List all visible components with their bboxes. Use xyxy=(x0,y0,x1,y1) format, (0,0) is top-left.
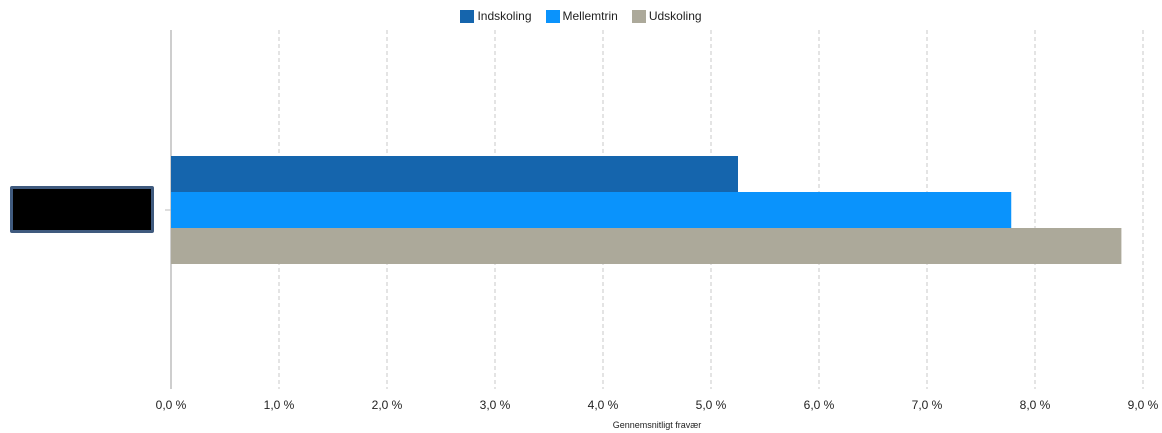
legend-label-mellemtrin: Mellemtrin xyxy=(562,9,618,23)
x-tick-label-8: 8,0 % xyxy=(1020,398,1051,412)
x-tick-label-4: 4,0 % xyxy=(588,398,619,412)
legend-swatch-mellemtrin xyxy=(545,9,560,23)
legend-label-indskoling: Indskoling xyxy=(477,9,532,23)
x-tick-label-2: 2,0 % xyxy=(372,398,403,412)
x-tick-labels: 0,0 % 1,0 % 2,0 % 3,0 % 4,0 % 5,0 % 6,0 % 7,0 %… xyxy=(156,398,1159,412)
legend-item-udskoling[interactable]: Udskoling xyxy=(631,9,702,23)
x-tick-label-6: 6,0 % xyxy=(804,398,835,412)
x-tick-label-7: 7,0 % xyxy=(912,398,943,412)
x-tick-label-0: 0,0 % xyxy=(156,398,187,412)
x-tick-label-3: 3,0 % xyxy=(480,398,511,412)
x-axis-title: Gennemsnitligt fravær xyxy=(613,420,702,430)
x-tick-label-1: 1,0 % xyxy=(264,398,295,412)
bar-udskoling[interactable] xyxy=(171,228,1122,264)
legend-item-mellemtrin[interactable]: Mellemtrin xyxy=(545,9,618,23)
legend-swatch-udskoling xyxy=(631,9,646,23)
bar-mellemtrin[interactable] xyxy=(171,192,1012,228)
legend-swatch-indskoling xyxy=(460,9,475,23)
legend-label-udskoling: Udskoling xyxy=(648,9,702,23)
x-tick-label-5: 5,0 % xyxy=(696,398,727,412)
bar-indskoling[interactable] xyxy=(171,156,738,192)
legend-item-indskoling[interactable]: Indskoling xyxy=(460,9,532,23)
gridlines xyxy=(278,30,1144,389)
redacted-category-label xyxy=(10,186,154,233)
axes xyxy=(165,30,172,389)
x-tick-label-9: 9,0 % xyxy=(1128,398,1159,412)
bars xyxy=(171,156,1122,264)
chart-legend: Indskoling Mellemtrin Udskoling xyxy=(0,9,1162,23)
